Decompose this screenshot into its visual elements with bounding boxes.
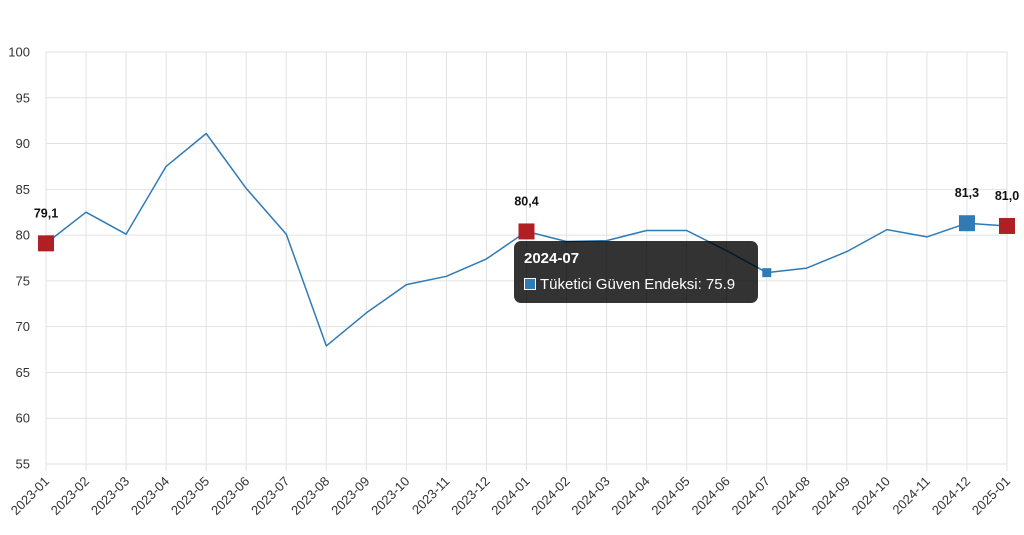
tooltip-series-text: Tüketici Güven Endeksi: 75.9 <box>540 276 736 293</box>
point-marker <box>38 235 54 252</box>
y-tick-label: 90 <box>16 136 30 151</box>
x-tick-label: 2024-04 <box>608 474 652 518</box>
data-label: 81,3 <box>955 186 979 200</box>
y-tick-label: 65 <box>16 365 30 380</box>
x-tick-label: 2023-03 <box>88 474 132 518</box>
x-tick-label: 2023-01 <box>8 474 52 518</box>
y-tick-label: 85 <box>16 182 30 197</box>
x-tick-label: 2023-06 <box>208 474 252 518</box>
y-tick-label: 70 <box>16 319 30 334</box>
tooltip-title: 2024-07 <box>524 250 580 267</box>
point-marker <box>518 223 535 240</box>
x-tick-label: 2023-02 <box>48 474 92 518</box>
x-tick-label: 2024-05 <box>648 474 692 518</box>
point-marker <box>958 215 975 232</box>
x-tick-label: 2024-01 <box>488 474 532 518</box>
x-tick-label: 2023-07 <box>248 474 292 518</box>
point-marker <box>999 217 1015 234</box>
x-tick-label: 2024-02 <box>528 474 572 518</box>
hover-point-marker <box>762 268 772 278</box>
tooltip-row: Tüketici Güven Endeksi: 75.9 <box>524 276 735 293</box>
x-tick-label: 2024-03 <box>568 474 612 518</box>
x-tick-label: 2024-09 <box>809 474 853 518</box>
tooltip-series-swatch <box>524 278 536 290</box>
chart-tooltip: 2024-07 Tüketici Güven Endeksi: 75.9 <box>514 241 758 303</box>
x-tick-label: 2024-07 <box>729 474 773 518</box>
x-tick-label: 2023-04 <box>128 474 172 518</box>
data-label: 81,0 <box>995 189 1019 203</box>
x-tick-label: 2024-10 <box>849 474 893 518</box>
x-tick-label: 2024-11 <box>889 474 933 518</box>
y-tick-label: 55 <box>16 457 30 472</box>
x-tick-label: 2023-05 <box>168 474 212 518</box>
y-tick-label: 95 <box>16 90 30 105</box>
y-tick-label: 60 <box>16 411 30 426</box>
x-tick-label: 2023-09 <box>328 474 372 518</box>
y-tick-label: 100 <box>8 45 30 60</box>
x-tick-label: 2024-06 <box>688 474 732 518</box>
y-tick-label: 80 <box>16 228 30 243</box>
x-tick-label: 2024-08 <box>769 474 813 518</box>
data-label: 79,1 <box>34 206 58 220</box>
x-tick-label: 2023-11 <box>409 474 453 518</box>
x-tick-label: 2025-01 <box>969 474 1013 518</box>
x-tick-label: 2023-08 <box>288 474 332 518</box>
x-tick-label: 2024-12 <box>929 474 973 518</box>
x-tick-label: 2023-10 <box>368 474 412 518</box>
y-tick-label: 75 <box>16 273 30 288</box>
data-label: 80,4 <box>514 194 538 208</box>
x-tick-label: 2023-12 <box>448 474 492 518</box>
